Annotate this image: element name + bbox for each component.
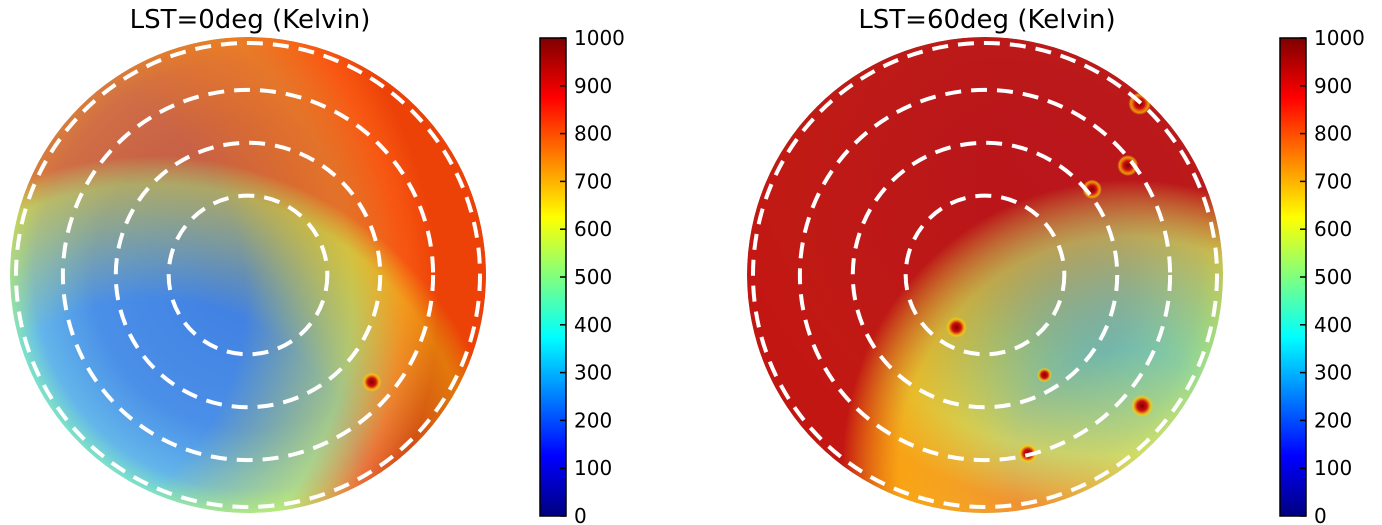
colorbar-tick-label: 0 <box>1314 504 1327 525</box>
latitude-contour <box>166 193 330 357</box>
latitude-contour <box>60 87 436 463</box>
colorbar-tick-label: 0 <box>574 504 587 525</box>
latitude-contour <box>797 87 1173 463</box>
colorbar-tick-label: 500 <box>1314 265 1352 289</box>
colorbar-tick-label: 300 <box>1314 361 1352 385</box>
colorbar-tick-label: 100 <box>1314 456 1352 480</box>
colorbar-tick-label: 400 <box>1314 313 1352 337</box>
colorbar-tick-label: 500 <box>574 265 612 289</box>
hotspot <box>380 466 402 488</box>
chart-title: LST=0deg (Kelvin) <box>130 5 371 35</box>
colorbar-tick-label: 700 <box>574 169 612 193</box>
warm-bottom-region <box>10 37 486 513</box>
colorbar-tick-label: 600 <box>1314 217 1352 241</box>
colorbar-tick-label: 800 <box>574 122 612 146</box>
colorbar-tick-label: 800 <box>1314 122 1352 146</box>
colorbar-tick-label: 100 <box>574 456 612 480</box>
colorbar-tick-label: 1000 <box>1314 26 1365 50</box>
colorbar-tick-label: 600 <box>574 217 612 241</box>
latitude-contour <box>14 41 482 509</box>
hotspot <box>362 372 382 392</box>
chart-title: LST=60deg (Kelvin) <box>858 5 1115 35</box>
colorbar-tick-label: 900 <box>1314 74 1352 98</box>
colorbar-tick-label: 300 <box>574 361 612 385</box>
panel-lst-0: LST=0deg (Kelvin) 0 100 200 300 400 500 600 700… <box>10 5 625 525</box>
colorbar-tick-label: 700 <box>1314 169 1352 193</box>
colorbar-tick-label: 900 <box>574 74 612 98</box>
latitude-contour <box>903 193 1067 357</box>
warm-bottom-right-region <box>747 37 1223 513</box>
colorbar-tick-label: 1000 <box>574 26 625 50</box>
colorbar-tick-label: 200 <box>574 408 612 432</box>
hotspot <box>1117 155 1139 177</box>
hotspot <box>945 316 967 338</box>
colorbar-tick-label: 400 <box>574 313 612 337</box>
hotspot <box>1037 367 1052 383</box>
latitude-contour <box>751 41 1219 509</box>
panel-lst-60: LST=60deg (Kelvin) 0 100 200 300 400 500 600 70… <box>747 5 1365 525</box>
hotspot <box>1130 394 1154 418</box>
latitude-contour <box>113 140 383 410</box>
latitude-contour <box>850 140 1120 410</box>
colorbar-tick-label: 200 <box>1314 408 1352 432</box>
